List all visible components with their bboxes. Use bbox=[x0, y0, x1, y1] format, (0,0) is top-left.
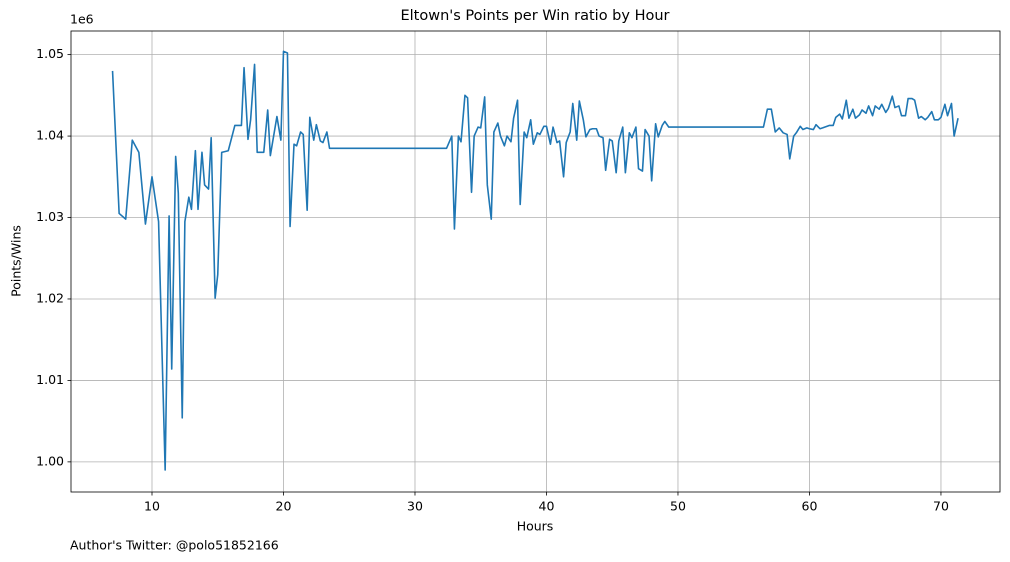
x-tick-label: 20 bbox=[276, 499, 292, 514]
footnote: Author's Twitter: @polo51852166 bbox=[70, 538, 279, 553]
y-tick-label: 1.05 bbox=[36, 46, 64, 61]
y-tick-label: 1.02 bbox=[36, 290, 64, 305]
y-axis-label: Points/Wins bbox=[9, 225, 24, 297]
x-tick-label: 30 bbox=[407, 499, 423, 514]
x-tick-label: 60 bbox=[802, 499, 818, 514]
y-offset-label: 1e6 bbox=[70, 12, 94, 27]
x-axis-label: Hours bbox=[517, 519, 554, 534]
y-tick-label: 1.00 bbox=[36, 453, 64, 468]
x-tick-label: 50 bbox=[670, 499, 686, 514]
x-tick-label: 40 bbox=[539, 499, 555, 514]
y-tick-label: 1.03 bbox=[36, 209, 64, 224]
y-tick-label: 1.01 bbox=[36, 372, 64, 387]
y-tick-label: 1.04 bbox=[36, 128, 64, 143]
x-tick-label: 10 bbox=[144, 499, 160, 514]
data-line bbox=[111, 50, 959, 471]
plot-frame bbox=[70, 30, 1001, 493]
x-tick-label: 70 bbox=[933, 499, 949, 514]
chart-title: Eltown's Points per Win ratio by Hour bbox=[400, 8, 669, 24]
